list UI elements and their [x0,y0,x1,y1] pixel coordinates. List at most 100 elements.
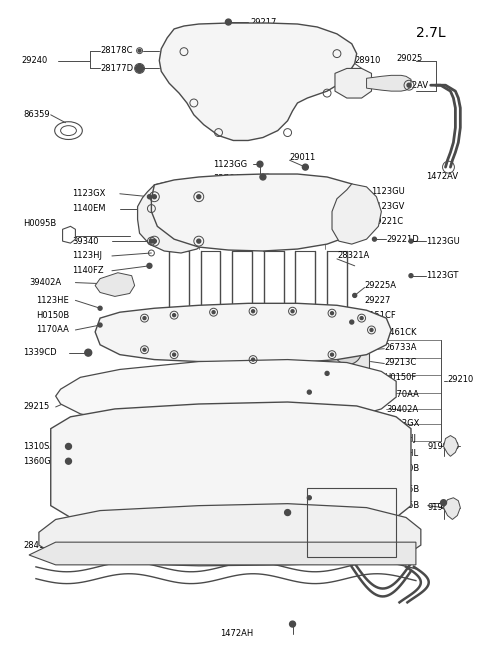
Text: 91990B: 91990B [428,442,460,451]
Circle shape [331,353,334,356]
Text: 1461CK: 1461CK [384,328,417,337]
Circle shape [152,239,156,243]
Text: 28910: 28910 [355,56,381,65]
Text: V6 DOHC: V6 DOHC [239,68,268,73]
Text: 1123GX: 1123GX [386,419,420,428]
Circle shape [87,493,93,498]
Text: 1123GV: 1123GV [372,202,405,211]
Polygon shape [335,68,372,98]
Text: 1123GU: 1123GU [426,236,459,246]
Text: H0150B: H0150B [36,310,69,320]
Text: H0095B: H0095B [386,501,420,510]
Text: 29221D: 29221D [386,234,419,244]
Text: 29225A: 29225A [365,281,396,290]
Text: H0095B: H0095B [386,485,420,495]
Text: 1472AV: 1472AV [426,172,458,181]
Bar [220,36,236,64]
Circle shape [257,161,263,167]
Text: 1123HJ: 1123HJ [72,252,102,261]
Text: 1123HL: 1123HL [273,388,305,398]
Circle shape [407,83,411,87]
Polygon shape [151,174,367,251]
Text: 28310: 28310 [312,483,339,493]
Circle shape [350,320,354,324]
Ellipse shape [178,443,219,494]
Text: 1472AH: 1472AH [220,629,254,639]
Circle shape [147,263,152,269]
Bar [260,36,276,64]
Text: 28177D: 28177D [100,64,133,73]
Text: 39402A: 39402A [29,278,61,287]
Text: 29227: 29227 [194,182,220,191]
Circle shape [196,493,202,498]
Polygon shape [444,498,460,519]
Text: 86359: 86359 [23,110,50,119]
Polygon shape [256,174,280,187]
Circle shape [250,493,256,498]
Text: 1339CD: 1339CD [23,348,57,357]
Circle shape [66,443,72,449]
Ellipse shape [185,451,213,486]
Polygon shape [95,303,391,362]
Circle shape [147,195,151,198]
Text: 1310SA: 1310SA [23,442,55,451]
Circle shape [226,19,231,25]
Circle shape [64,465,71,471]
Circle shape [372,237,376,241]
Circle shape [218,465,225,471]
Text: 1151CF: 1151CF [365,310,396,320]
Circle shape [409,274,413,278]
Text: 1123GG: 1123GG [214,160,248,168]
Ellipse shape [232,443,274,494]
Bar [240,36,256,64]
Text: 91990A: 91990A [428,503,460,512]
Ellipse shape [124,443,165,494]
Circle shape [325,371,329,375]
Ellipse shape [70,443,111,494]
Text: 1140FZ: 1140FZ [72,266,104,275]
Circle shape [359,493,365,498]
Polygon shape [29,542,416,565]
Circle shape [143,316,146,320]
Circle shape [307,496,312,500]
Bar [201,36,216,64]
Text: 29221C: 29221C [372,217,404,226]
Text: 1170AA: 1170AA [36,326,69,335]
Circle shape [197,239,201,243]
Text: 39402A: 39402A [386,405,419,415]
Text: 28411B: 28411B [241,508,274,517]
Text: 1123GY: 1123GY [258,182,290,191]
Circle shape [66,458,72,464]
Text: 28411B: 28411B [23,540,55,550]
Circle shape [250,438,256,443]
Text: 29223: 29223 [233,419,260,428]
Circle shape [370,329,373,331]
Circle shape [360,316,363,320]
Polygon shape [332,184,382,244]
Circle shape [353,293,357,297]
Circle shape [285,510,290,515]
Circle shape [331,312,334,314]
Text: 1123HL: 1123HL [386,449,419,458]
Text: 1123GT: 1123GT [426,271,458,280]
Polygon shape [138,182,214,253]
Ellipse shape [287,443,328,494]
Circle shape [152,195,156,198]
Text: 39402: 39402 [278,373,304,382]
Text: H0150B: H0150B [386,464,420,473]
Ellipse shape [348,451,375,486]
Circle shape [359,438,365,443]
Circle shape [136,64,144,72]
Circle shape [304,438,310,443]
Circle shape [307,390,312,394]
Circle shape [196,438,202,443]
Circle shape [228,465,233,471]
Polygon shape [51,402,411,529]
Circle shape [252,310,254,312]
Ellipse shape [131,451,158,486]
Text: 29215: 29215 [23,402,49,411]
Circle shape [327,465,333,471]
Text: 28913: 28913 [310,61,337,70]
Circle shape [173,314,176,316]
Circle shape [289,621,296,627]
